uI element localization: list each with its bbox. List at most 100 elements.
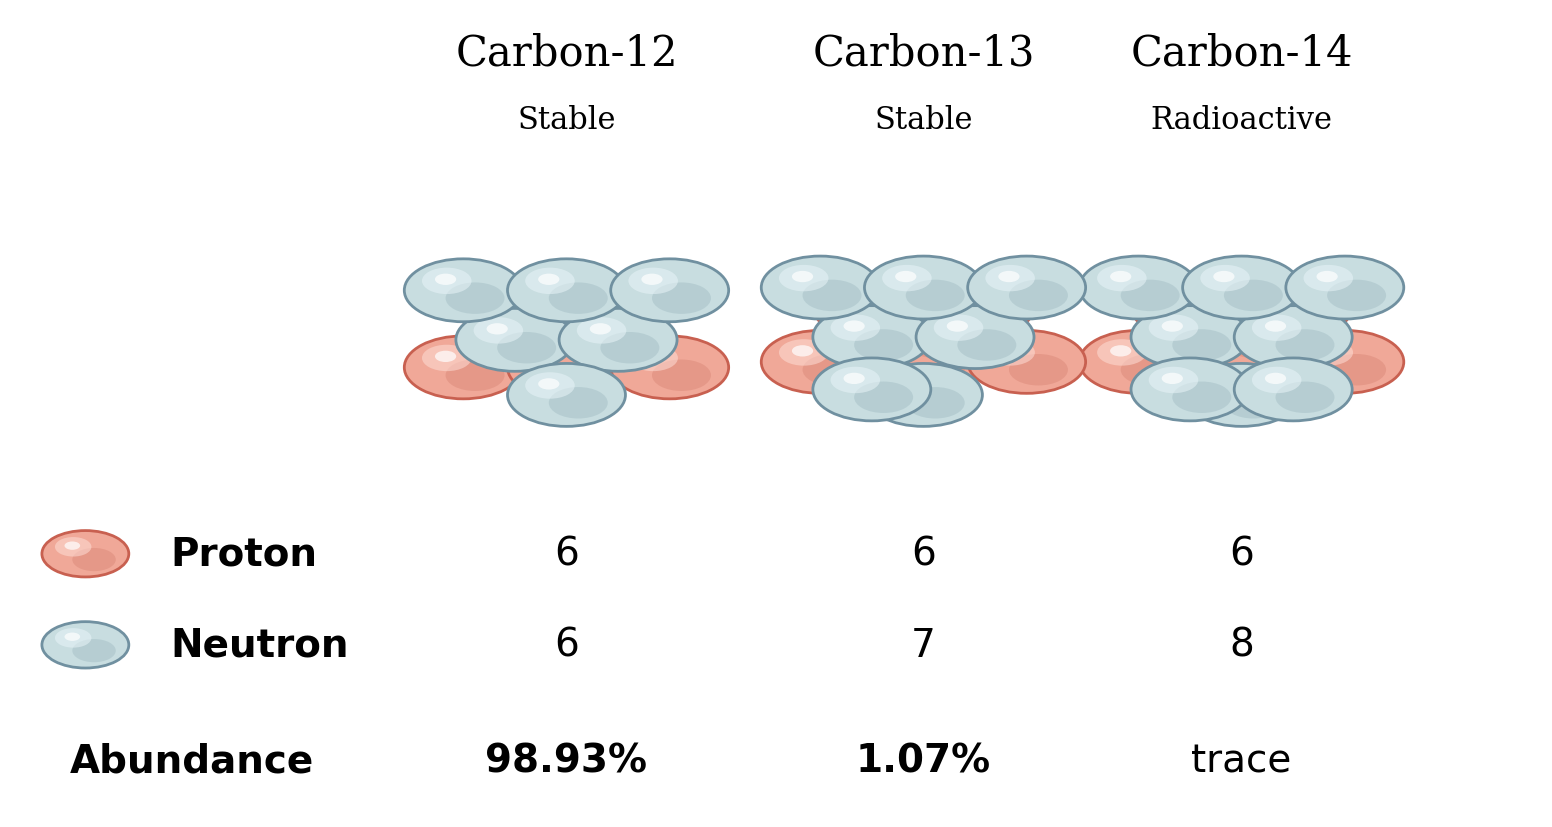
- Circle shape: [986, 340, 1035, 366]
- Text: 6: 6: [911, 535, 936, 573]
- Circle shape: [1162, 291, 1183, 302]
- Circle shape: [760, 331, 878, 394]
- Circle shape: [1162, 373, 1183, 385]
- Circle shape: [854, 330, 913, 361]
- Text: Proton: Proton: [171, 535, 318, 573]
- Circle shape: [1285, 331, 1405, 394]
- Circle shape: [1327, 280, 1386, 312]
- Circle shape: [802, 280, 861, 312]
- Circle shape: [1276, 382, 1335, 414]
- Circle shape: [652, 360, 711, 391]
- Circle shape: [73, 548, 116, 571]
- Circle shape: [54, 629, 92, 648]
- Circle shape: [779, 340, 829, 366]
- Circle shape: [601, 332, 660, 364]
- Circle shape: [1304, 340, 1353, 366]
- Circle shape: [882, 313, 931, 339]
- Circle shape: [525, 268, 574, 294]
- Circle shape: [1200, 373, 1249, 399]
- Circle shape: [934, 284, 984, 311]
- Circle shape: [813, 276, 931, 339]
- Circle shape: [1252, 315, 1302, 342]
- Text: Neutron: Neutron: [171, 626, 349, 664]
- Circle shape: [864, 256, 982, 319]
- Circle shape: [830, 367, 880, 394]
- Circle shape: [813, 306, 931, 369]
- Circle shape: [65, 542, 81, 550]
- Circle shape: [487, 291, 508, 302]
- Circle shape: [629, 268, 678, 294]
- Circle shape: [445, 360, 504, 391]
- Circle shape: [629, 346, 678, 371]
- Circle shape: [590, 291, 611, 302]
- Circle shape: [1327, 355, 1386, 386]
- Circle shape: [1200, 340, 1249, 366]
- Circle shape: [760, 256, 878, 319]
- Circle shape: [1316, 346, 1338, 357]
- Circle shape: [1265, 373, 1287, 385]
- Circle shape: [1131, 359, 1249, 422]
- Circle shape: [1234, 359, 1352, 422]
- Circle shape: [1148, 284, 1198, 311]
- Circle shape: [1285, 256, 1405, 319]
- Text: 7: 7: [911, 626, 936, 664]
- Circle shape: [1276, 299, 1335, 331]
- Circle shape: [525, 346, 574, 371]
- Circle shape: [986, 265, 1035, 292]
- Circle shape: [549, 388, 608, 419]
- Circle shape: [844, 373, 864, 385]
- Circle shape: [539, 379, 559, 390]
- Text: 98.93%: 98.93%: [486, 742, 647, 780]
- Circle shape: [1172, 330, 1231, 361]
- Circle shape: [844, 291, 864, 302]
- Circle shape: [610, 260, 729, 323]
- Circle shape: [404, 260, 521, 323]
- Circle shape: [968, 256, 1085, 319]
- Circle shape: [906, 327, 965, 359]
- Circle shape: [1265, 321, 1287, 332]
- Circle shape: [1304, 265, 1353, 292]
- Circle shape: [882, 340, 931, 366]
- Circle shape: [525, 313, 574, 339]
- Circle shape: [1080, 256, 1198, 319]
- Circle shape: [1080, 331, 1198, 394]
- Circle shape: [896, 318, 916, 330]
- Circle shape: [1009, 280, 1068, 312]
- Circle shape: [445, 283, 504, 314]
- Text: Stable: Stable: [874, 104, 973, 136]
- Circle shape: [473, 284, 523, 311]
- Circle shape: [906, 355, 965, 386]
- Circle shape: [525, 373, 574, 399]
- Circle shape: [508, 304, 625, 366]
- Text: Carbon-14: Carbon-14: [1130, 33, 1353, 74]
- Text: 8: 8: [1229, 626, 1254, 664]
- Circle shape: [1225, 327, 1284, 359]
- Circle shape: [577, 284, 627, 311]
- Circle shape: [906, 280, 965, 312]
- Circle shape: [1121, 355, 1180, 386]
- Circle shape: [830, 315, 880, 342]
- Circle shape: [1265, 291, 1287, 302]
- Circle shape: [42, 531, 129, 577]
- Circle shape: [549, 327, 608, 359]
- Text: Radioactive: Radioactive: [1150, 104, 1333, 136]
- Circle shape: [934, 315, 984, 342]
- Circle shape: [1225, 355, 1284, 386]
- Circle shape: [968, 331, 1085, 394]
- Circle shape: [559, 276, 677, 339]
- Circle shape: [610, 337, 729, 399]
- Circle shape: [882, 373, 931, 399]
- Text: 6: 6: [554, 535, 579, 573]
- Circle shape: [508, 260, 625, 323]
- Circle shape: [1183, 256, 1301, 319]
- Circle shape: [1172, 382, 1231, 414]
- Circle shape: [539, 351, 559, 362]
- Circle shape: [1183, 304, 1301, 366]
- Circle shape: [549, 283, 608, 314]
- Circle shape: [73, 639, 116, 662]
- Circle shape: [1200, 313, 1249, 339]
- Circle shape: [422, 346, 472, 371]
- Text: 6: 6: [554, 626, 579, 664]
- Text: trace: trace: [1192, 742, 1291, 780]
- Circle shape: [590, 324, 611, 335]
